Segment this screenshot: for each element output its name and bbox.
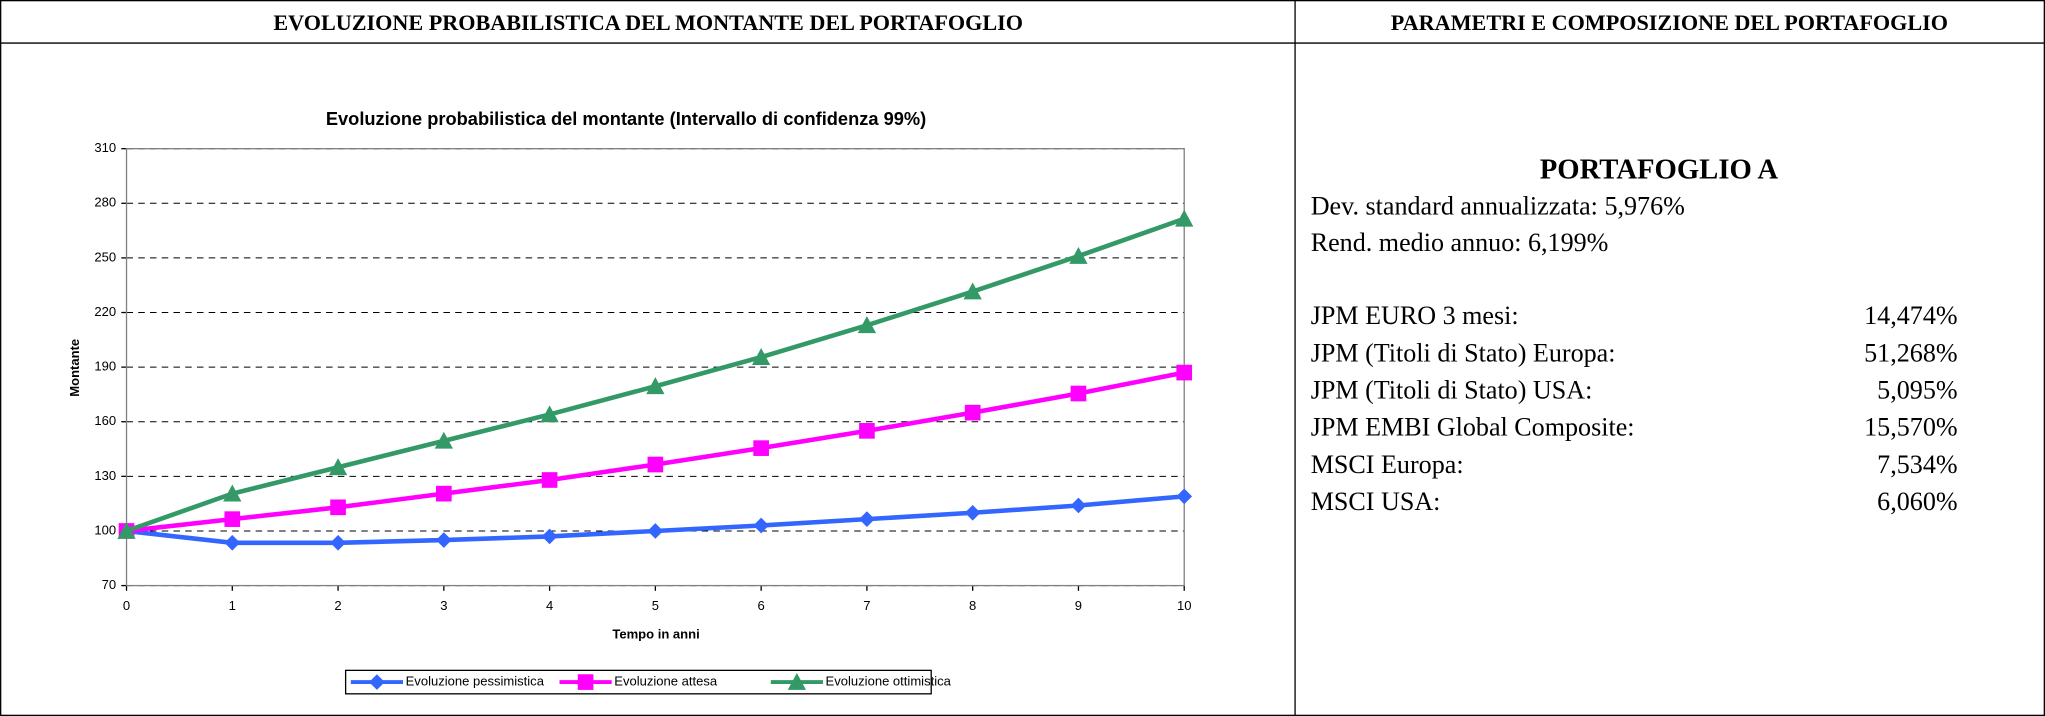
marker <box>857 316 877 334</box>
marker <box>436 532 452 548</box>
y-tick-label: 70 <box>102 577 117 592</box>
x-tick-label: 10 <box>1177 598 1192 613</box>
marker <box>859 511 875 527</box>
marker <box>787 672 807 690</box>
y-tick-label: 310 <box>94 140 116 155</box>
asset-name: JPM (Titoli di Stato) USA: <box>1311 376 1593 405</box>
chart-title: Evoluzione probabilistica del montante (… <box>326 108 926 129</box>
y-tick-label: 250 <box>94 249 116 264</box>
marker <box>540 405 559 423</box>
y-tick-label: 160 <box>94 413 116 428</box>
marker <box>369 674 385 690</box>
x-tick-label: 3 <box>440 598 447 613</box>
portfolio-stat: Rend. medio annuo: 6,199% <box>1311 228 1609 257</box>
x-tick-label: 6 <box>758 598 765 613</box>
marker <box>541 528 558 545</box>
marker <box>859 423 875 439</box>
asset-name: MSCI USA: <box>1311 487 1441 516</box>
marker <box>1069 246 1088 264</box>
marker <box>577 674 594 690</box>
asset-weight: 51,268% <box>1864 338 1957 367</box>
x-axis-label: Tempo in anni <box>612 627 699 642</box>
x-tick-label: 9 <box>1075 598 1082 613</box>
y-tick-label: 190 <box>94 359 116 374</box>
marker <box>1070 385 1087 402</box>
y-tick-label: 100 <box>94 522 116 537</box>
marker <box>647 523 664 539</box>
marker <box>117 521 136 539</box>
legend-label: Evoluzione attesa <box>614 674 718 689</box>
asset-weight: 15,570% <box>1864 413 1957 442</box>
asset-name: MSCI Europa: <box>1311 450 1464 479</box>
marker <box>647 456 664 473</box>
y-axis-label: Montante <box>67 339 82 397</box>
marker <box>753 440 769 456</box>
marker <box>646 377 665 395</box>
marker <box>964 404 981 421</box>
x-tick-label: 7 <box>863 598 870 613</box>
asset-weight: 6,060% <box>1877 487 1957 516</box>
marker <box>1176 488 1193 505</box>
asset-name: JPM (Titoli di Stato) Europa: <box>1311 338 1616 367</box>
x-tick-label: 5 <box>652 598 659 613</box>
x-tick-label: 8 <box>969 598 976 613</box>
marker <box>436 485 452 502</box>
x-tick-label: 1 <box>229 598 236 613</box>
marker <box>328 458 348 476</box>
asset-name: JPM EURO 3 mesi: <box>1311 301 1519 330</box>
legend-label: Evoluzione ottimistica <box>826 674 952 689</box>
portfolio-title: PORTAFOGLIO A <box>1540 154 1779 186</box>
asset-weight: 14,474% <box>1864 301 1957 330</box>
asset-weight: 7,534% <box>1877 450 1957 479</box>
y-tick-label: 130 <box>94 468 116 483</box>
marker <box>434 431 453 449</box>
marker <box>1070 497 1087 514</box>
legend-box <box>344 669 932 695</box>
header: PARAMETRI E COMPOSIZIONE DEL PORTAFOGLIO <box>1391 10 1948 35</box>
legend-label: Evoluzione pessimistica <box>406 674 545 689</box>
header: EVOLUZIONE PROBABILISTICA DEL MONTANTE D… <box>273 10 1023 35</box>
marker <box>223 484 242 502</box>
marker <box>1176 364 1193 381</box>
x-tick-label: 2 <box>334 598 341 613</box>
marker <box>752 347 771 365</box>
marker <box>541 472 558 488</box>
y-tick-label: 280 <box>94 195 116 210</box>
portfolio-stat: Dev. standard annualizzata: 5,976% <box>1311 192 1685 221</box>
marker <box>224 511 241 527</box>
marker <box>963 282 982 300</box>
asset-name: JPM EMBI Global Composite: <box>1311 413 1635 442</box>
marker <box>330 499 346 516</box>
y-tick-label: 220 <box>94 304 116 319</box>
x-tick-label: 0 <box>123 598 130 613</box>
x-tick-label: 4 <box>546 598 553 613</box>
marker <box>1175 209 1194 227</box>
asset-weight: 5,095% <box>1877 376 1957 405</box>
